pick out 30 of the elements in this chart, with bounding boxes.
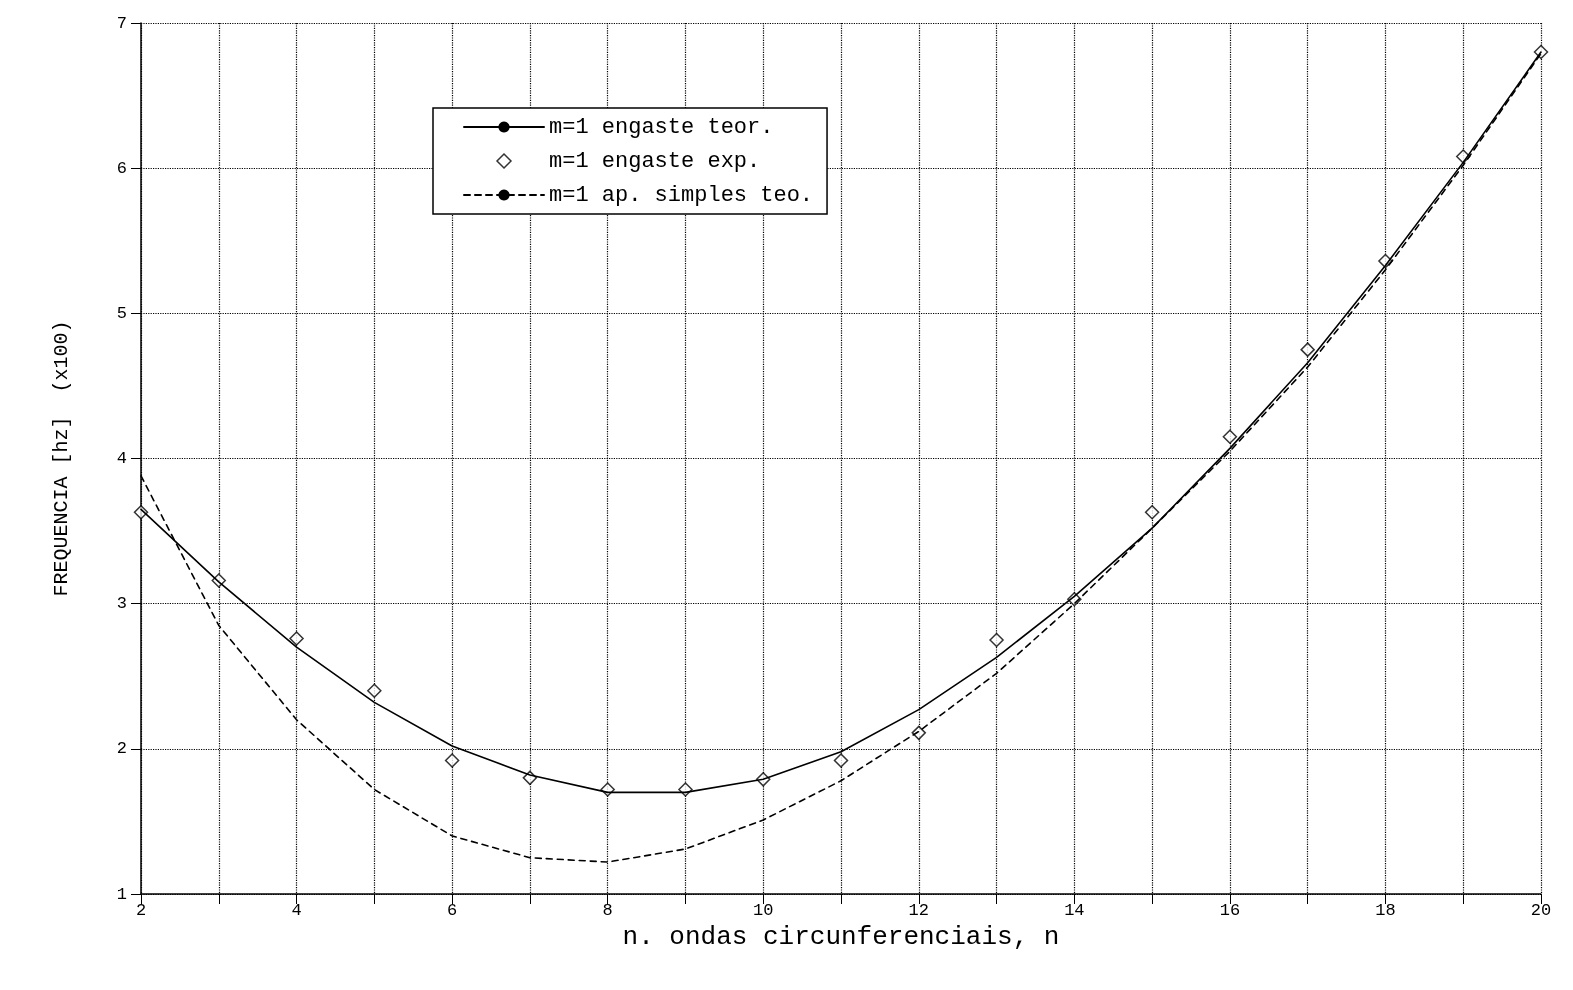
y-axis-title: FREQUENCIA [hz] (x100): [49, 320, 73, 597]
point: [444, 753, 460, 768]
y-tick-label: 4: [116, 449, 127, 468]
y-tick-label: 3: [116, 594, 127, 614]
x-tick-label: 8: [602, 901, 613, 920]
x-tick-label: 18: [1375, 901, 1396, 920]
legend-label: m=1 engaste teor.: [549, 114, 774, 140]
x-tick-label: 14: [1064, 901, 1085, 920]
point: [989, 632, 1004, 648]
point: [289, 631, 304, 646]
x-tick-label: 20: [1530, 901, 1552, 920]
x-tick-label: 10: [753, 901, 774, 920]
y-tick-label: 7: [116, 13, 127, 33]
point: [367, 683, 382, 699]
legend-label: m=1 ap. simples teo.: [549, 182, 814, 208]
x-tick-label: 6: [447, 901, 458, 920]
x-tick-label: 16: [1219, 901, 1241, 920]
x-tick-label: 12: [908, 901, 929, 920]
point: [1300, 342, 1315, 357]
x-axis-title: n. ondas circunferenciais, n: [622, 921, 1060, 952]
point: [833, 753, 849, 768]
y-tick-label: 5: [116, 303, 127, 323]
point: [1144, 504, 1160, 520]
y-tick-label: 1: [116, 884, 127, 904]
x-tick-label: 2: [135, 901, 147, 920]
legend-label: m=1 engaste exp.: [549, 148, 761, 174]
x-tick-label: 4: [291, 901, 302, 920]
y-tick-label: 6: [116, 158, 127, 178]
y-tick-label: 2: [116, 739, 127, 759]
point: [1222, 429, 1238, 444]
